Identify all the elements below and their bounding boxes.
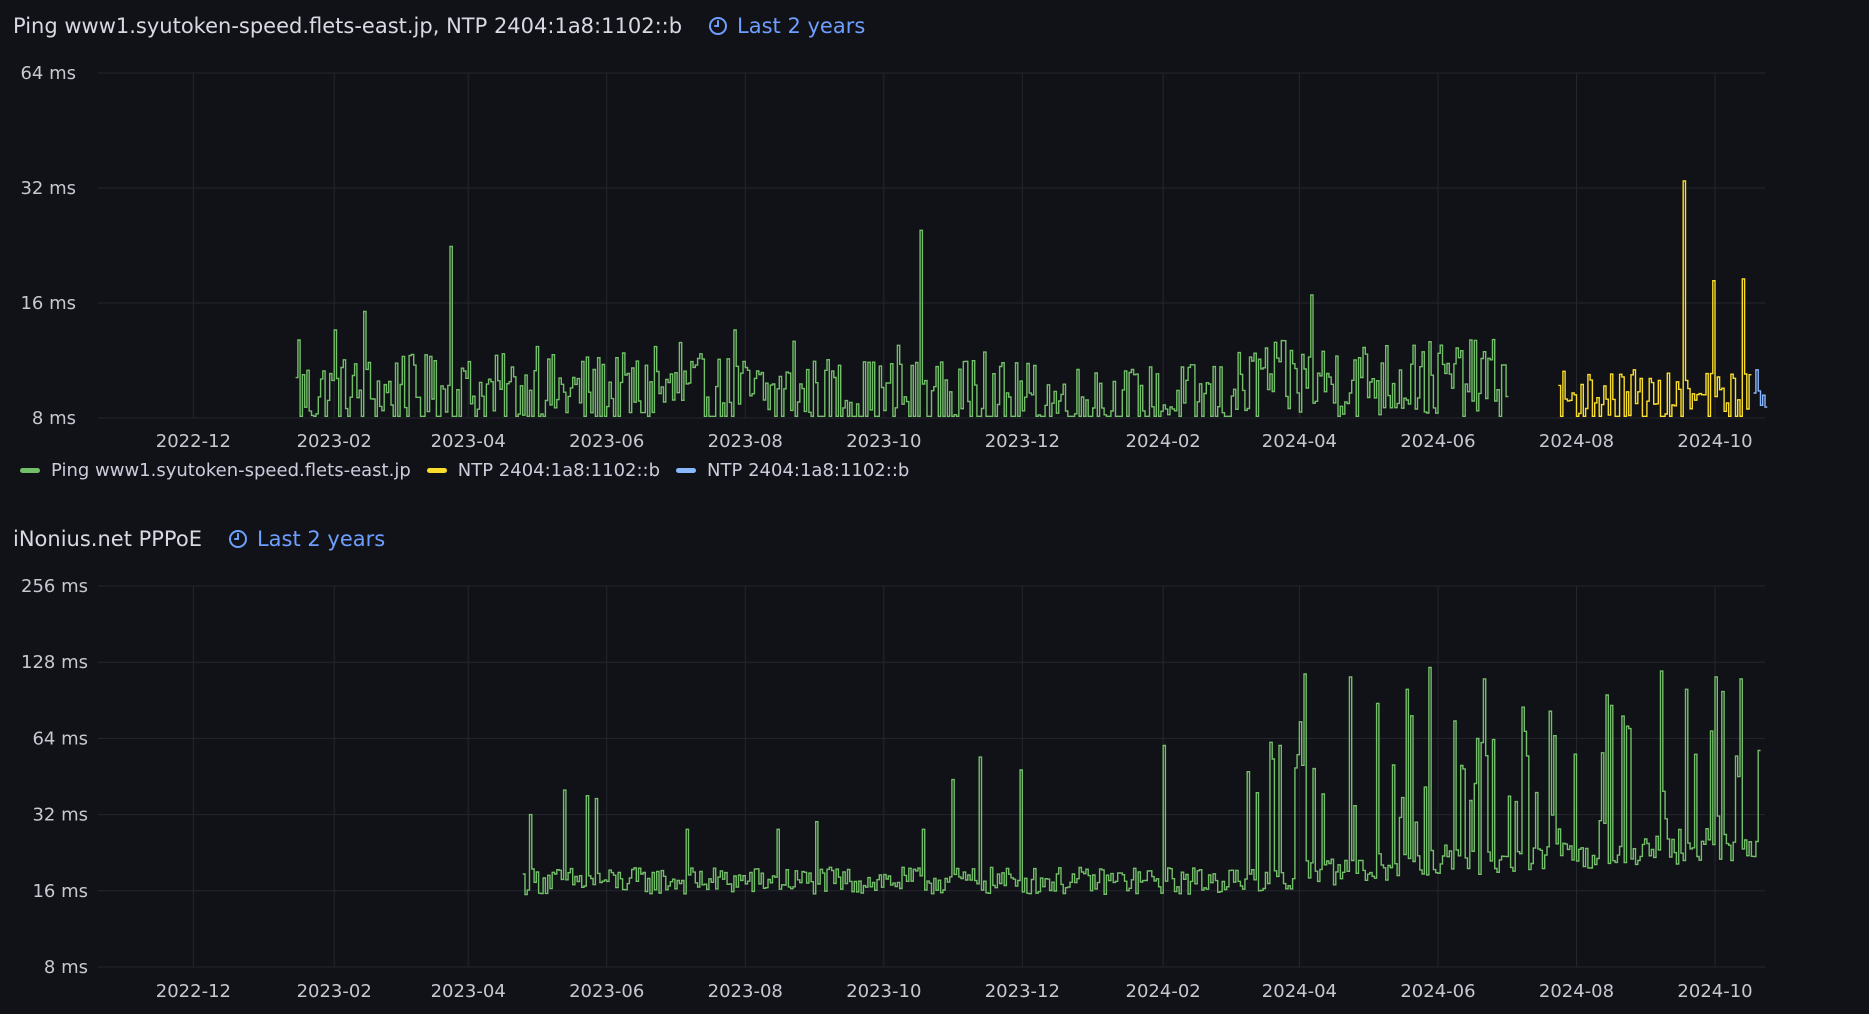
x-tick-label: 2023-06 [569, 431, 644, 452]
x-tick-label: 2023-12 [985, 981, 1060, 1002]
x-tick-label: 2023-08 [708, 981, 783, 1002]
y-tick-label: 16 ms [20, 293, 76, 314]
legend-label: Ping www1.syutoken-speed.flets-east.jp [51, 460, 411, 481]
x-tick-label: 2024-02 [1126, 431, 1201, 452]
x-tick-label: 2023-04 [431, 981, 506, 1002]
x-tick-label: 2022-12 [156, 431, 231, 452]
time-range-picker[interactable]: Last 2 years [708, 14, 865, 38]
legend-label: NTP 2404:1a8:1102::b [457, 460, 661, 481]
ping-panel: Ping www1.syutoken-speed.flets-east.jp, … [0, 6, 1869, 494]
y-tick-label: 8 ms [44, 957, 88, 978]
x-tick-label: 2024-06 [1400, 431, 1475, 452]
x-tick-label: 2023-10 [846, 981, 921, 1002]
x-tick-label: 2023-08 [708, 431, 783, 452]
legend-swatch [426, 468, 447, 473]
panel-title: Ping www1.syutoken-speed.flets-east.jp, … [13, 14, 683, 38]
x-tick-label: 2024-10 [1677, 981, 1752, 1002]
x-tick-label: 2023-04 [431, 431, 506, 452]
series-line [295, 229, 1509, 417]
y-tick-label: 128 ms [21, 652, 88, 673]
y-tick-label: 64 ms [32, 728, 88, 749]
y-tick-label: 256 ms [21, 576, 88, 597]
legend-swatch [20, 468, 40, 473]
x-tick-label: 2024-04 [1262, 431, 1337, 452]
legend-item-ntp-blue[interactable]: NTP 2404:1a8:1102::b [676, 460, 909, 481]
pppoe-chart[interactable]: 8 ms 16 ms 32 ms 64 ms 128 ms 256 ms 2022-12 20… [0, 519, 1869, 1014]
x-tick-label: 2023-06 [569, 981, 644, 1002]
legend-label: NTP 2404:1a8:1102::b [707, 460, 910, 481]
y-tick-label: 32 ms [32, 805, 88, 826]
clock-icon [228, 530, 247, 548]
series-line [1753, 369, 1768, 408]
x-tick-label: 2024-02 [1126, 981, 1201, 1002]
x-tick-label: 2023-12 [985, 431, 1060, 452]
y-tick-label: 64 ms [20, 63, 76, 84]
panel-header: Ping www1.syutoken-speed.flets-east.jp, … [13, 6, 865, 46]
time-range-picker[interactable]: Last 2 years [228, 527, 385, 551]
legend-item-ping[interactable]: Ping www1.syutoken-speed.flets-east.jp [20, 460, 411, 481]
legend-item-ntp-yellow[interactable]: NTP 2404:1a8:1102::b [426, 460, 661, 481]
clock-icon [709, 17, 728, 35]
series-line [1558, 180, 1752, 417]
time-range-label: Last 2 years [737, 14, 866, 38]
legend-swatch [676, 468, 697, 473]
x-tick-label: 2023-02 [297, 981, 372, 1002]
x-tick-label: 2024-06 [1400, 981, 1475, 1002]
x-tick-label: 2022-12 [156, 981, 231, 1002]
ping-chart[interactable]: 8 ms 16 ms 32 ms 64 ms 2022-12 2023-02 2023-04… [0, 0, 1869, 460]
time-range-label: Last 2 years [256, 527, 386, 551]
y-tick-label: 16 ms [32, 881, 88, 902]
x-tick-label: 2023-02 [297, 431, 372, 452]
x-tick-label: 2024-04 [1262, 981, 1337, 1002]
x-tick-label: 2024-08 [1539, 431, 1614, 452]
pppoe-panel: iNonius.net PPPoE Last 2 years [0, 519, 1869, 1014]
y-tick-label: 32 ms [20, 178, 76, 199]
x-tick-label: 2024-08 [1539, 981, 1614, 1002]
series-line [522, 666, 1761, 896]
panel-header: iNonius.net PPPoE Last 2 years [13, 519, 385, 559]
panel-title: iNonius.net PPPoE [13, 527, 202, 551]
x-tick-label: 2023-10 [846, 431, 921, 452]
x-tick-label: 2024-10 [1677, 431, 1752, 452]
y-tick-label: 8 ms [32, 408, 76, 429]
chart-legend: Ping www1.syutoken-speed.flets-east.jp N… [20, 460, 925, 481]
